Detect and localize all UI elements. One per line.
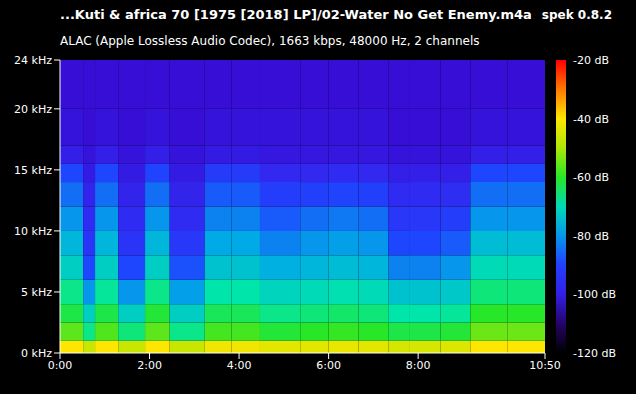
- svg-text:2:00: 2:00: [137, 359, 162, 372]
- html-text:ALAC (Apple Lossless Audio Cod: ALAC (Apple Lossless Audio Codec), 1663 …: [60, 34, 480, 48]
- svg-text:-40 dB: -40 dB: [573, 113, 609, 126]
- svg-text:-120 dB: -120 dB: [573, 347, 616, 360]
- html-text:spek 0.8.2: spek 0.8.2: [541, 8, 612, 22]
- svg-text:-80 dB: -80 dB: [573, 230, 609, 243]
- svg-text:-60 dB: -60 dB: [573, 171, 609, 184]
- svg-text:24 kHz: 24 kHz: [14, 54, 52, 67]
- svg-text:0:00: 0:00: [48, 359, 73, 372]
- svg-text:-100 dB: -100 dB: [573, 288, 616, 301]
- svg-text:6:00: 6:00: [316, 359, 341, 372]
- svg-text:15 kHz: 15 kHz: [14, 164, 52, 177]
- svg-text:0 kHz: 0 kHz: [21, 347, 52, 360]
- svg-text:8:00: 8:00: [406, 359, 431, 372]
- svg-text:20 kHz: 20 kHz: [14, 103, 52, 116]
- svg-text:5 kHz: 5 kHz: [21, 286, 52, 299]
- svg-text:4:00: 4:00: [227, 359, 252, 372]
- html-text:...Kuti & africa 70 [1975 [201: ...Kuti & africa 70 [1975 [2018] LP]/02-…: [60, 7, 532, 22]
- svg-text:-20 dB: -20 dB: [573, 54, 609, 67]
- svg-text:10 kHz: 10 kHz: [14, 225, 52, 238]
- svg-text:10:50: 10:50: [529, 359, 561, 372]
